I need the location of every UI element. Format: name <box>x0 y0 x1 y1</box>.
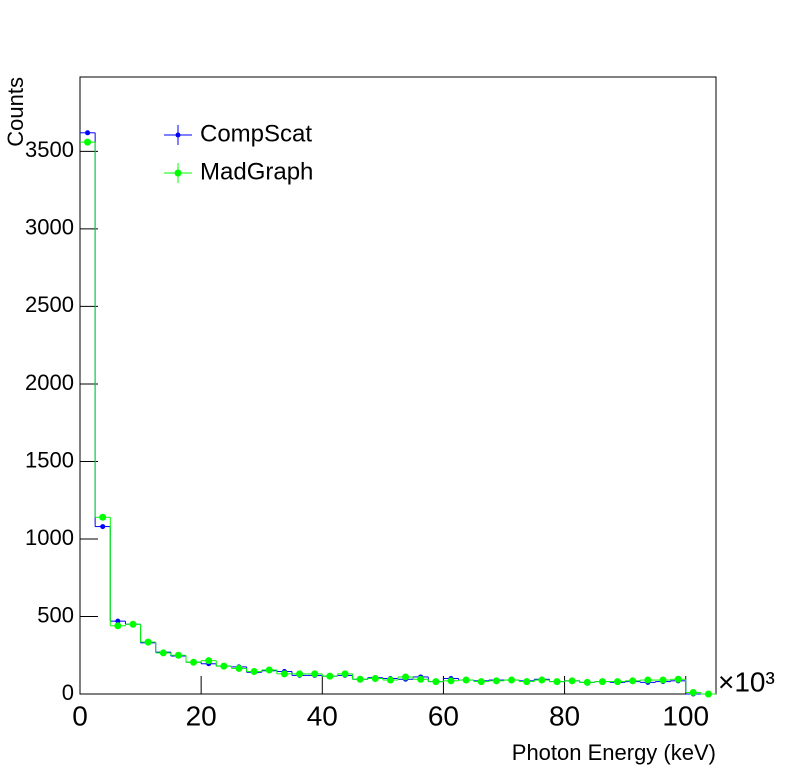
legend-label: CompScat <box>200 120 312 147</box>
marker <box>568 677 576 685</box>
x-tick-label: 20 <box>186 700 217 731</box>
marker <box>402 673 410 681</box>
x-axis-label: Photon Energy (keV) <box>512 740 716 765</box>
marker <box>296 670 304 678</box>
marker <box>386 676 394 684</box>
marker <box>432 678 440 686</box>
y-tick-label: 1500 <box>25 447 74 472</box>
x-tick-label: 60 <box>428 700 459 731</box>
marker <box>356 675 364 683</box>
marker <box>190 658 198 666</box>
marker <box>326 672 334 680</box>
marker <box>659 676 667 684</box>
marker <box>447 677 455 685</box>
marker <box>265 666 273 674</box>
x-tick-label: 80 <box>549 700 580 731</box>
marker <box>477 678 485 686</box>
marker <box>205 657 213 665</box>
marker <box>462 676 470 684</box>
x-tick-label: 40 <box>307 700 338 731</box>
marker <box>598 678 606 686</box>
marker <box>144 638 152 646</box>
marker <box>341 670 349 678</box>
marker <box>84 138 92 146</box>
y-tick-label: 2500 <box>25 292 74 317</box>
marker <box>371 674 379 682</box>
y-tick-label: 2000 <box>25 370 74 395</box>
marker <box>508 676 516 684</box>
marker <box>114 622 122 630</box>
y-tick-label: 0 <box>62 680 74 705</box>
marker <box>100 524 106 530</box>
legend-marker <box>175 132 181 138</box>
marker <box>523 678 531 686</box>
marker <box>174 651 182 659</box>
y-tick-label: 3500 <box>25 137 74 162</box>
marker <box>583 678 591 686</box>
y-axis-label: Counts <box>3 77 28 147</box>
marker <box>99 513 107 521</box>
y-tick-label: 3000 <box>25 215 74 240</box>
marker <box>689 688 697 696</box>
marker <box>235 664 243 672</box>
marker <box>614 678 622 686</box>
y-tick-label: 500 <box>37 602 74 627</box>
marker <box>629 677 637 685</box>
legend-label: MadGraph <box>200 158 313 185</box>
y-tick-label: 1000 <box>25 525 74 550</box>
marker <box>311 670 319 678</box>
marker <box>704 690 712 698</box>
legend-marker <box>174 169 182 177</box>
marker <box>115 618 121 624</box>
marker <box>280 670 288 678</box>
x-multiplier: ×10³ <box>718 666 775 697</box>
marker <box>674 675 682 683</box>
marker <box>220 662 228 670</box>
marker <box>159 649 167 657</box>
marker <box>129 620 137 628</box>
marker <box>538 676 546 684</box>
x-tick-label: 100 <box>662 700 709 731</box>
plot-frame <box>79 76 717 695</box>
marker <box>417 675 425 683</box>
marker <box>553 678 561 686</box>
marker <box>85 130 91 136</box>
marker <box>250 668 258 676</box>
marker <box>492 677 500 685</box>
x-tick-label: 0 <box>72 700 88 731</box>
marker <box>644 676 652 684</box>
